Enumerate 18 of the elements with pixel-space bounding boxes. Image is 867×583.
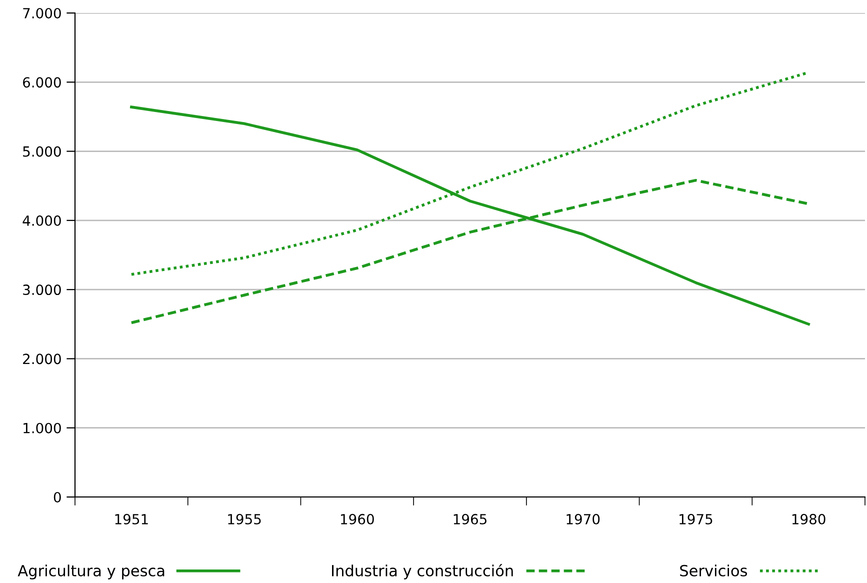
y-tick-label: 2.000 xyxy=(23,354,61,364)
y-tick-label: 5.000 xyxy=(23,146,61,157)
y-tick-label: 0 xyxy=(54,492,61,502)
legend-label: Agricultura y pesca xyxy=(18,564,164,580)
x-tick-label: 1965 xyxy=(454,514,486,524)
x-tick-label: 1975 xyxy=(680,514,712,524)
y-tick-label: 1.000 xyxy=(24,422,61,434)
y-tick-label: 4.000 xyxy=(22,215,61,226)
x-tick-label: 1980 xyxy=(792,514,826,524)
legend-label: Industria y construcción xyxy=(332,564,513,580)
y-tick-label: 3.000 xyxy=(23,284,61,296)
x-tick-label: 1955 xyxy=(228,514,261,524)
x-tick-label: 1951 xyxy=(115,514,148,524)
y-tick-label: 7.000 xyxy=(23,8,61,18)
x-tick-label: 1970 xyxy=(566,514,600,524)
legend-label: Servicios xyxy=(680,564,747,576)
x-tick-label: 1960 xyxy=(340,514,374,524)
y-tick-label: 6.000 xyxy=(23,77,61,88)
